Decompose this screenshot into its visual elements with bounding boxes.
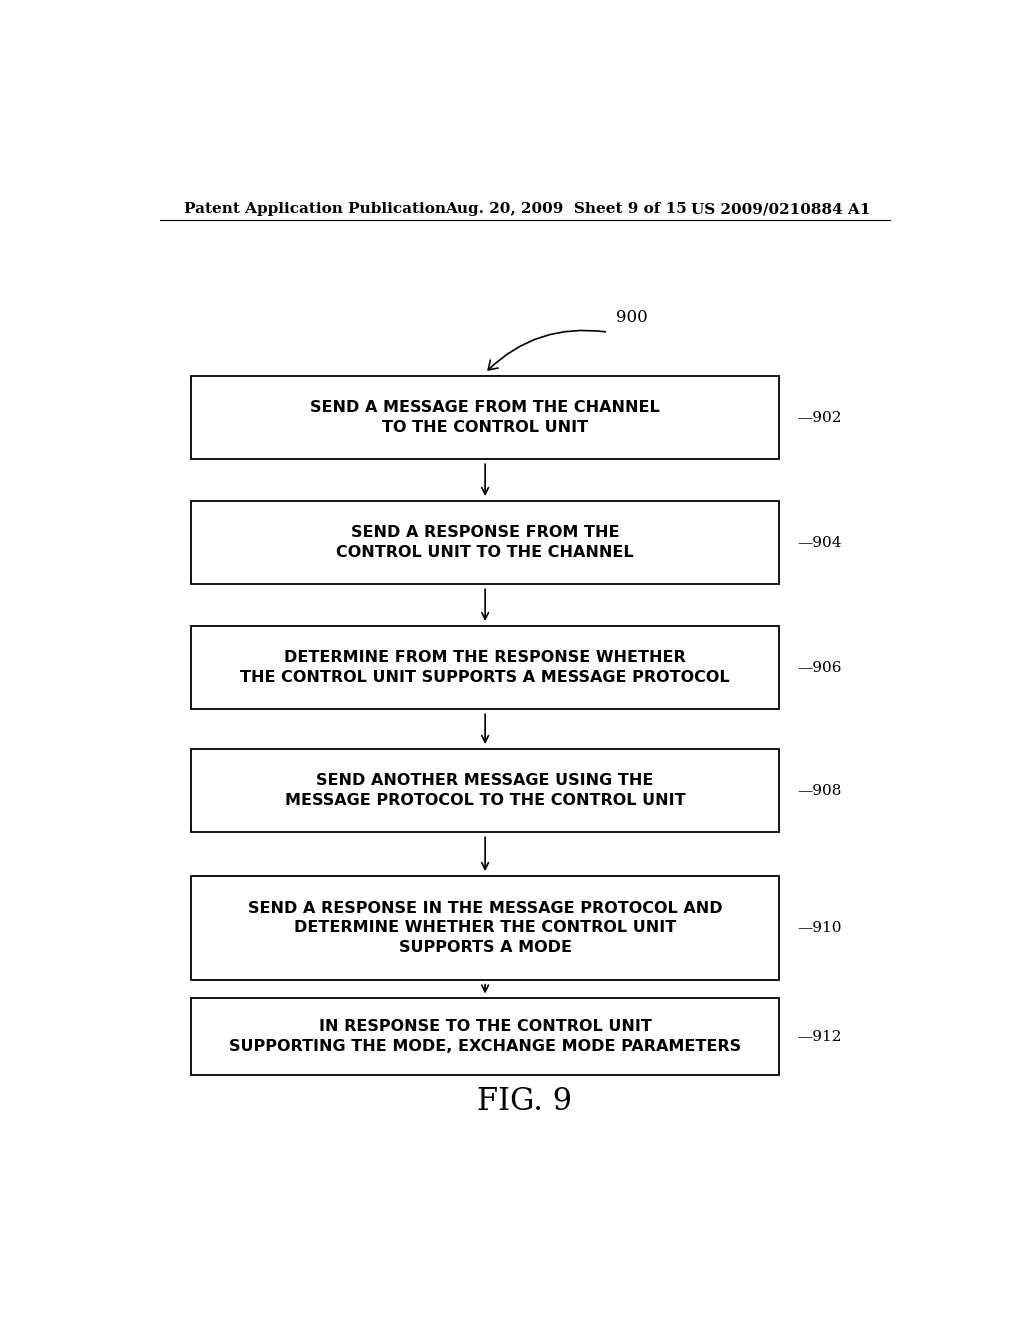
Text: MESSAGE PROTOCOL TO THE CONTROL UNIT: MESSAGE PROTOCOL TO THE CONTROL UNIT (285, 793, 685, 808)
Text: SEND ANOTHER MESSAGE USING THE: SEND ANOTHER MESSAGE USING THE (316, 774, 653, 788)
Text: —910: —910 (797, 921, 842, 935)
Bar (191, 626, 778, 709)
Text: FIG. 9: FIG. 9 (477, 1086, 572, 1117)
Bar (191, 500, 778, 585)
Bar (191, 998, 778, 1074)
Text: CONTROL UNIT TO THE CHANNEL: CONTROL UNIT TO THE CHANNEL (336, 545, 634, 560)
Text: IN RESPONSE TO THE CONTROL UNIT: IN RESPONSE TO THE CONTROL UNIT (318, 1019, 651, 1035)
Text: SUPPORTS A MODE: SUPPORTS A MODE (398, 940, 571, 954)
Bar (191, 376, 778, 459)
Text: 900: 900 (616, 309, 648, 326)
Text: Patent Application Publication: Patent Application Publication (183, 202, 445, 216)
Text: SEND A RESPONSE IN THE MESSAGE PROTOCOL AND: SEND A RESPONSE IN THE MESSAGE PROTOCOL … (248, 902, 723, 916)
Text: SEND A MESSAGE FROM THE CHANNEL: SEND A MESSAGE FROM THE CHANNEL (310, 400, 660, 416)
Bar (191, 748, 778, 833)
Text: DETERMINE WHETHER THE CONTROL UNIT: DETERMINE WHETHER THE CONTROL UNIT (294, 920, 676, 936)
Text: TO THE CONTROL UNIT: TO THE CONTROL UNIT (382, 420, 588, 434)
Text: Aug. 20, 2009  Sheet 9 of 15: Aug. 20, 2009 Sheet 9 of 15 (445, 202, 687, 216)
Text: US 2009/0210884 A1: US 2009/0210884 A1 (691, 202, 871, 216)
Text: —906: —906 (797, 660, 842, 675)
Text: DETERMINE FROM THE RESPONSE WHETHER: DETERMINE FROM THE RESPONSE WHETHER (285, 651, 686, 665)
Text: THE CONTROL UNIT SUPPORTS A MESSAGE PROTOCOL: THE CONTROL UNIT SUPPORTS A MESSAGE PROT… (241, 669, 730, 685)
Text: —902: —902 (797, 411, 842, 425)
Bar (191, 876, 778, 979)
Text: —912: —912 (797, 1030, 842, 1044)
Text: SUPPORTING THE MODE, EXCHANGE MODE PARAMETERS: SUPPORTING THE MODE, EXCHANGE MODE PARAM… (229, 1039, 741, 1053)
Text: —904: —904 (797, 536, 842, 549)
Text: SEND A RESPONSE FROM THE: SEND A RESPONSE FROM THE (351, 525, 620, 540)
FancyArrowPatch shape (488, 330, 605, 370)
Text: —908: —908 (797, 784, 842, 797)
